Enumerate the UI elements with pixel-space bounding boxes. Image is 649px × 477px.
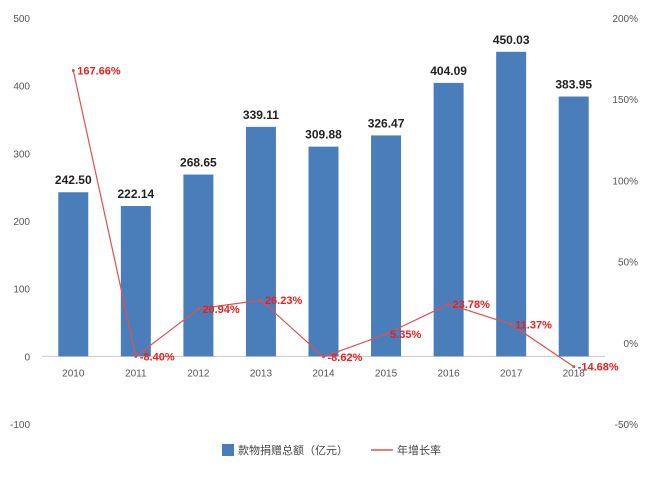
- bar-value-label-2015: 326.47: [368, 116, 405, 130]
- x-tick-label-2010: 2010: [62, 368, 85, 379]
- bar-value-label-2013: 339.11: [243, 108, 279, 122]
- bar-2013: [245, 126, 276, 357]
- bar-2018: [558, 96, 589, 357]
- bar-value-label-2016: 404.09: [430, 64, 467, 78]
- y-right-tick-label: 200%: [612, 14, 638, 25]
- growth-point-2013: [259, 298, 263, 302]
- growth-rate-label-2016: 23.78%: [453, 299, 491, 311]
- bar-2011: [120, 206, 151, 357]
- growth-rate-label-2015: 5.35%: [390, 329, 421, 341]
- growth-rate-label-2011: -8.40%: [140, 351, 175, 363]
- y-left-tick-label: -100: [10, 420, 30, 431]
- bar-2014: [308, 146, 339, 357]
- x-tick-label-2012: 2012: [187, 368, 210, 379]
- growth-point-2012: [196, 307, 200, 311]
- x-tick-label-2017: 2017: [500, 368, 523, 379]
- growth-point-2014: [322, 355, 325, 359]
- bar-value-label-2011: 222.14: [117, 187, 154, 201]
- growth-rate-label-2017: 11.37%: [515, 319, 552, 331]
- growth-rate-label-2018: -14.68%: [578, 362, 619, 374]
- y-left-tick-label: 500: [13, 14, 30, 25]
- growth-point-2016: [447, 302, 451, 306]
- growth-point-2018: [572, 365, 576, 369]
- bar-2015: [371, 135, 402, 357]
- bar-value-label-2014: 309.88: [305, 128, 342, 142]
- y-right-tick-label: 150%: [612, 95, 638, 106]
- growth-rate-label-2012: 20.94%: [202, 304, 240, 316]
- x-tick-label-2016: 2016: [437, 368, 460, 379]
- y-left-tick-label: 400: [13, 82, 30, 93]
- x-tick-label-2018: 2018: [563, 368, 586, 379]
- growth-point-2011: [134, 354, 138, 358]
- growth-point-2017: [509, 322, 513, 326]
- growth-rate-label-2014: -8.62%: [328, 352, 363, 364]
- growth-rate-label-2013: 26.23%: [265, 295, 303, 307]
- legend-label-growth-rate: 年增长率: [397, 443, 441, 457]
- y-left-tick-label: 100: [13, 285, 30, 296]
- bar-2017: [496, 51, 527, 357]
- x-tick-label-2014: 2014: [312, 368, 335, 379]
- growth-rate-label-2010: 167.66%: [77, 66, 121, 78]
- y-right-tick-label: 0%: [624, 339, 639, 350]
- legend-label-donations: 款物捐赠总额（亿元）: [238, 443, 348, 457]
- x-tick-label-2015: 2015: [375, 368, 398, 379]
- growth-point-2015: [384, 332, 388, 336]
- bar-2010: [58, 192, 89, 357]
- y-left-tick-label: 200: [13, 217, 30, 228]
- x-tick-label-2013: 2013: [250, 368, 273, 379]
- bar-value-label-2010: 242.50: [55, 173, 92, 187]
- bar-value-label-2012: 268.65: [180, 156, 217, 170]
- y-right-tick-label: 100%: [612, 176, 638, 187]
- x-tick-label-2011: 2011: [125, 368, 147, 379]
- bar-2012: [183, 174, 214, 357]
- bar-value-label-2017: 450.03: [493, 33, 530, 47]
- y-right-tick-label: -50%: [615, 420, 638, 431]
- legend-swatch-donations: [222, 444, 234, 456]
- y-left-tick-label: 0: [24, 352, 30, 363]
- y-right-tick-label: 50%: [618, 258, 638, 269]
- growth-point-2010: [71, 69, 75, 73]
- bar-value-label-2018: 383.95: [555, 78, 592, 92]
- bar-2016: [433, 82, 464, 357]
- y-left-tick-label: 300: [13, 149, 30, 160]
